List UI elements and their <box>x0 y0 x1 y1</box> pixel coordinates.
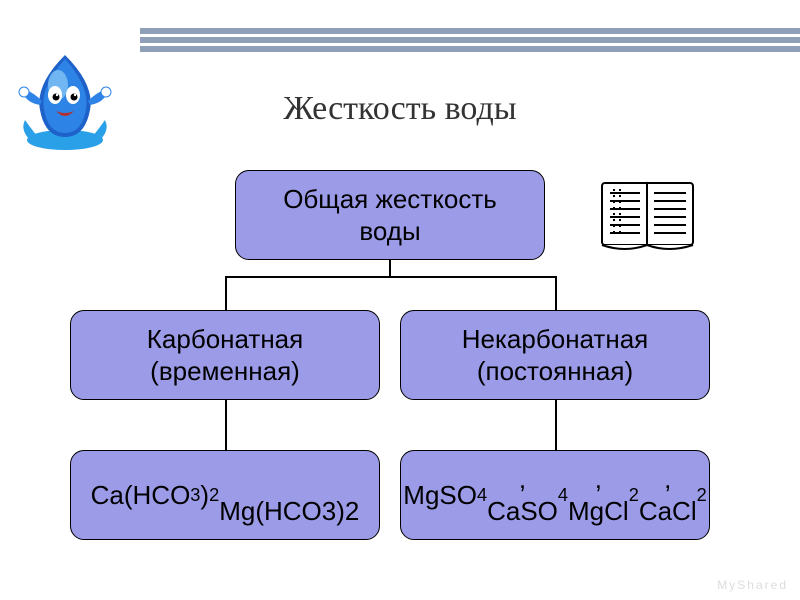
header-bar <box>140 28 800 34</box>
watermark: MyShared <box>717 578 788 592</box>
node-carbonate: Карбонатная(временная) <box>70 310 380 400</box>
book-icon <box>600 175 695 253</box>
node-noncarbonate: Некарбонатная(постоянная) <box>400 310 710 400</box>
connector-line <box>225 276 555 278</box>
connector-line <box>555 276 557 310</box>
header-bar <box>140 37 800 43</box>
node-carbonate-formulas: Ca(HCO3)2Mg(HCO3)2 <box>70 450 380 540</box>
node-root: Общая жесткостьводы <box>235 170 545 260</box>
connector-line <box>555 400 557 450</box>
connector-line <box>225 276 227 310</box>
header-bar <box>140 46 800 52</box>
header-bars <box>140 28 800 55</box>
page-title: Жесткость воды <box>165 90 635 128</box>
mascot-water-drop-icon <box>10 45 120 155</box>
node-noncarbonate-formulas: MgSO4, CaSO4,MgCl2, CaCl2 <box>400 450 710 540</box>
connector-line <box>225 400 227 450</box>
